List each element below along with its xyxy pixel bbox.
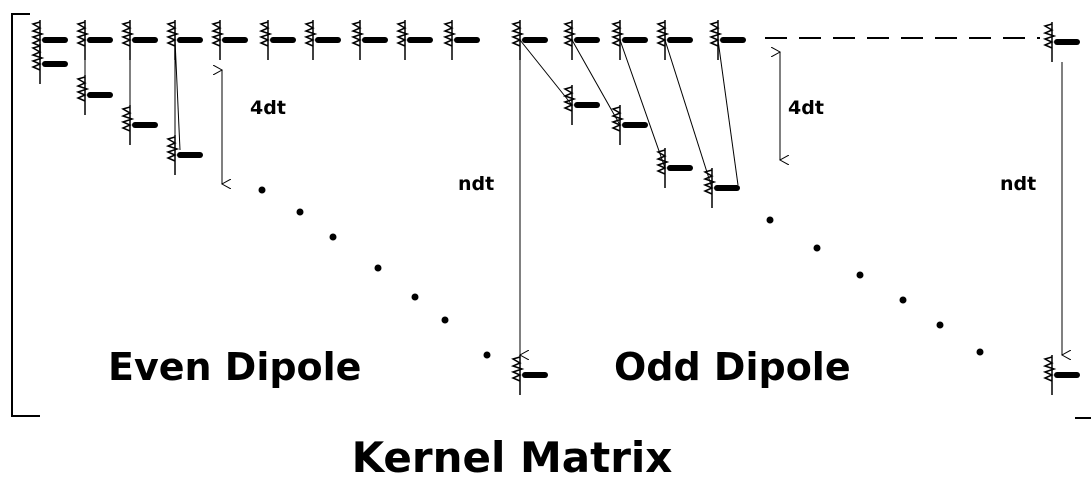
wavelet bbox=[1044, 21, 1081, 63]
wavelet bbox=[260, 19, 297, 61]
left-bracket bbox=[11, 13, 40, 417]
wavelet bbox=[612, 104, 649, 146]
dipole-label: Odd Dipole bbox=[614, 345, 851, 389]
wavelet bbox=[397, 19, 434, 61]
wavelet bbox=[352, 19, 389, 61]
link-line bbox=[717, 39, 739, 186]
link-line bbox=[619, 39, 666, 169]
dot bbox=[856, 271, 864, 279]
dot bbox=[441, 316, 449, 324]
wavelet bbox=[77, 19, 114, 61]
wavelet bbox=[512, 354, 549, 396]
dot bbox=[813, 244, 821, 252]
dipole-label: Even Dipole bbox=[108, 345, 361, 389]
wavelet bbox=[564, 84, 601, 126]
wavelet bbox=[710, 19, 747, 61]
wavelet bbox=[32, 19, 69, 61]
wavelet bbox=[122, 104, 159, 146]
wavelet bbox=[212, 19, 249, 61]
wavelet bbox=[444, 19, 481, 61]
dot bbox=[258, 186, 266, 194]
title: Kernel Matrix bbox=[352, 433, 673, 479]
dot bbox=[483, 351, 491, 359]
wavelet bbox=[612, 19, 649, 61]
dot bbox=[936, 321, 944, 329]
link-line bbox=[519, 39, 573, 106]
wavelet bbox=[657, 19, 694, 61]
wavelet bbox=[564, 19, 601, 61]
link-line bbox=[664, 39, 713, 189]
dot bbox=[296, 208, 304, 216]
wavelet bbox=[167, 19, 204, 61]
wavelets bbox=[32, 19, 1081, 396]
dot bbox=[329, 233, 337, 241]
link-line bbox=[571, 39, 621, 126]
wavelet bbox=[32, 43, 69, 85]
shift-label: ndt bbox=[1000, 173, 1036, 195]
spacing-label: 4dt bbox=[250, 97, 286, 119]
wavelet bbox=[1044, 354, 1081, 396]
dot bbox=[899, 296, 907, 304]
wavelet bbox=[305, 19, 342, 61]
wavelet bbox=[657, 147, 694, 189]
wavelet bbox=[512, 19, 549, 61]
shift-label: ndt bbox=[458, 173, 494, 195]
link-line bbox=[174, 39, 181, 151]
wavelet bbox=[122, 19, 159, 61]
spacing-label: 4dt bbox=[788, 97, 824, 119]
wavelet bbox=[704, 167, 741, 209]
dot bbox=[411, 293, 419, 301]
dot bbox=[374, 264, 382, 272]
wavelet bbox=[77, 74, 114, 116]
dot bbox=[976, 348, 984, 356]
wavelet bbox=[167, 134, 204, 176]
dot bbox=[766, 216, 774, 224]
